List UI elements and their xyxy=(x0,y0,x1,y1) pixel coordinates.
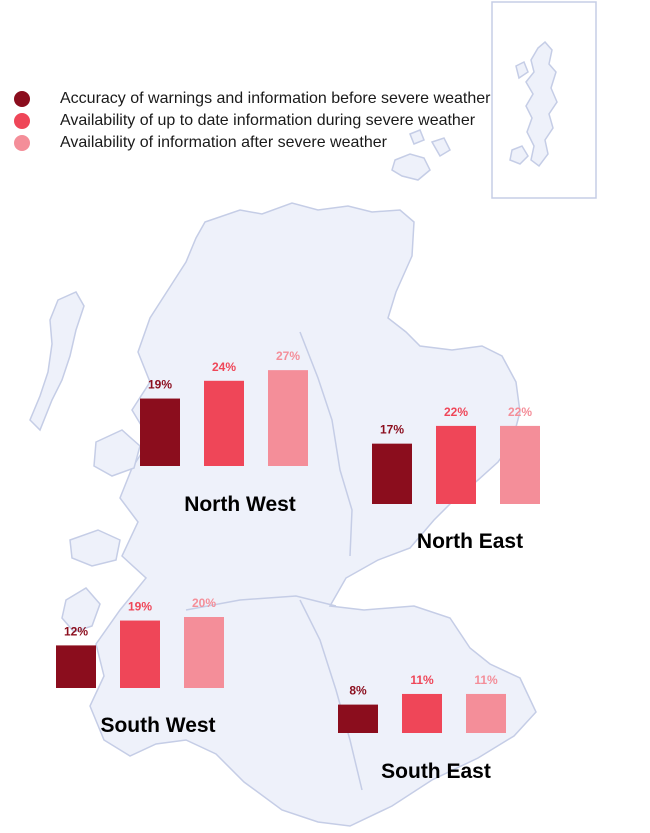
legend: Accuracy of warnings and information bef… xyxy=(14,88,490,154)
region-label-south-west: South West xyxy=(100,714,215,737)
legend-label: Availability of information after severe… xyxy=(60,134,387,151)
bar-north-west-3 xyxy=(268,370,308,466)
region-group-north-east: 17% 22% 22% North East xyxy=(372,405,540,553)
legend-dot-icon xyxy=(14,91,30,107)
legend-dot-icon xyxy=(14,113,30,129)
data-label-south-east-3: 11% xyxy=(474,673,498,687)
shetland-islands xyxy=(509,40,558,168)
data-label-south-west-3: 20% xyxy=(192,596,216,610)
region-boundary-central xyxy=(185,595,337,611)
region-group-north-west: 19% 24% 27% North West xyxy=(140,349,308,516)
bar-south-west-2 xyxy=(120,620,160,688)
legend-item-after: Availability of information after severe… xyxy=(14,132,490,154)
bar-south-east-2 xyxy=(402,693,442,733)
bar-north-west-1 xyxy=(140,398,180,466)
legend-label: Availability of up to date information d… xyxy=(60,112,476,129)
region-boundary-south xyxy=(299,599,363,791)
bar-north-east-1 xyxy=(372,443,412,504)
bar-north-east-3 xyxy=(500,425,540,504)
region-label-north-west: North West xyxy=(184,493,296,516)
legend-item-accuracy: Accuracy of warnings and information bef… xyxy=(14,88,490,110)
region-group-south-west: 12% 19% 20% South West xyxy=(56,596,224,737)
region-boundary-highland xyxy=(299,331,353,557)
region-label-north-east: North East xyxy=(417,530,523,553)
bar-north-east-2 xyxy=(436,425,476,504)
data-label-south-east-2: 11% xyxy=(410,673,434,687)
isle-of-mull xyxy=(69,529,121,567)
bar-south-west-3 xyxy=(184,617,224,688)
data-label-north-west-3: 27% xyxy=(276,349,300,363)
bar-north-west-2 xyxy=(204,380,244,466)
data-label-south-west-1: 12% xyxy=(64,624,88,638)
legend-label: Accuracy of warnings and information bef… xyxy=(60,90,491,107)
isle-of-skye xyxy=(93,429,141,477)
data-label-north-east-3: 22% xyxy=(508,405,532,419)
data-label-south-east-1: 8% xyxy=(349,684,367,698)
data-label-north-west-1: 19% xyxy=(148,378,172,392)
region-group-south-east: 8% 11% 11% South East xyxy=(338,673,506,783)
shetland-inset-box xyxy=(491,1,597,199)
western-isles xyxy=(29,291,85,432)
islay-jura xyxy=(61,587,101,633)
data-label-south-west-2: 19% xyxy=(128,600,152,614)
bars-layer: 19% 24% 27% North West 17% 22% 22% North East 12… xyxy=(56,349,540,783)
data-label-north-east-2: 22% xyxy=(444,405,468,419)
legend-dot-icon xyxy=(14,135,30,151)
region-label-south-east: South East xyxy=(381,760,491,783)
data-label-north-east-1: 17% xyxy=(380,423,404,437)
bar-south-east-1 xyxy=(338,704,378,733)
orkney-islands xyxy=(391,129,451,181)
legend-item-during: Availability of up to date information d… xyxy=(14,110,490,132)
bar-south-west-1 xyxy=(56,645,96,688)
data-label-north-west-2: 24% xyxy=(212,360,236,374)
bar-south-east-3 xyxy=(466,693,506,733)
